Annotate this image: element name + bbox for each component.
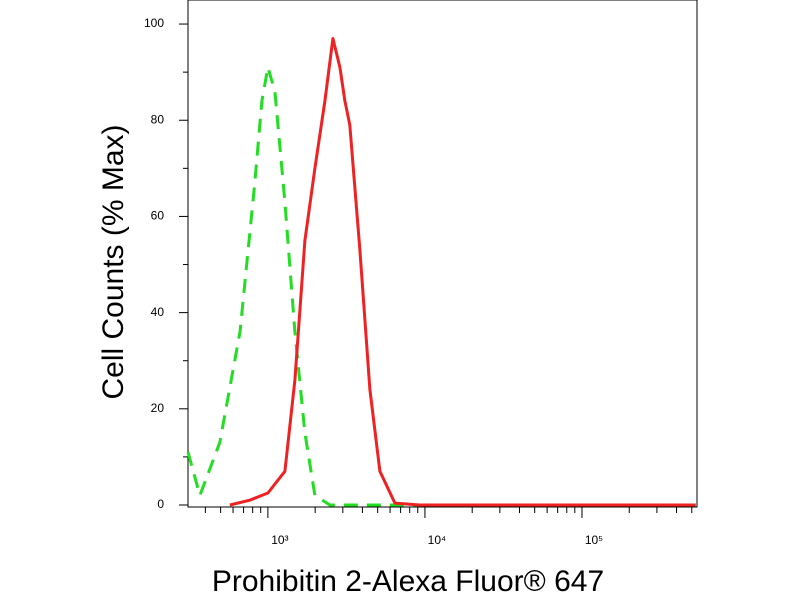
- x-tick-label: 10³: [271, 533, 288, 547]
- y-tick-label: 40: [151, 305, 165, 319]
- y-tick-label: 0: [157, 497, 164, 511]
- y-tick-label: 20: [151, 401, 165, 415]
- plot-frame: [187, 0, 698, 508]
- series-line: [186, 65, 696, 507]
- y-tick-label: 80: [151, 112, 165, 126]
- y-tick-label: 60: [151, 209, 165, 223]
- x-axis-title: Prohibitin 2-Alexa Fluor® 647: [212, 565, 604, 598]
- x-tick-label: 10⁴: [428, 533, 447, 547]
- y-tick-label: 100: [144, 16, 164, 30]
- y-axis-title: Cell Counts (% Max): [97, 124, 130, 399]
- series-line: [229, 37, 696, 507]
- x-tick-label: 10⁵: [585, 533, 603, 547]
